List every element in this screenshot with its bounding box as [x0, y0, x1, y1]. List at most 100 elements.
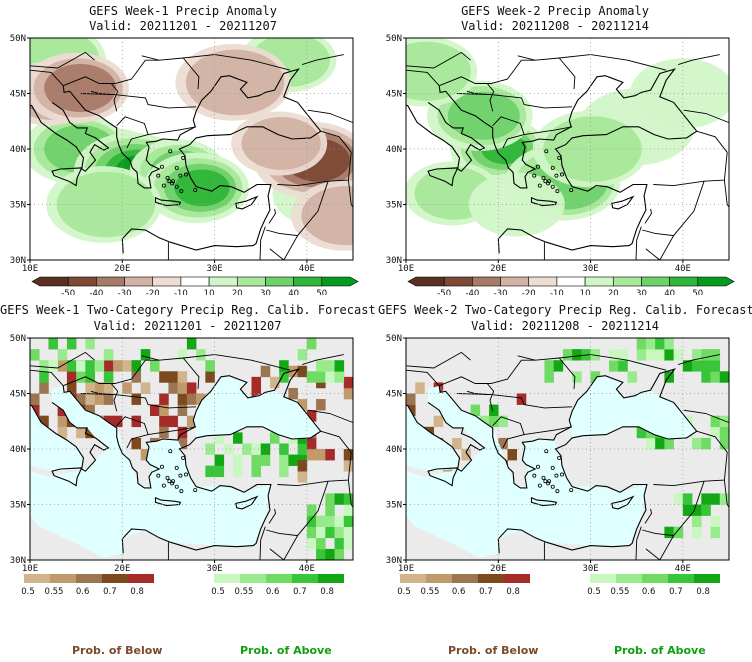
prob1-above-colorbar-label: 0.6 [266, 587, 280, 597]
prob1-below-colorbar-swatch [24, 574, 50, 583]
anom2-border [466, 90, 490, 96]
prob2-sea [406, 375, 697, 558]
prob1-cell [251, 376, 262, 389]
prob1-border [182, 357, 200, 390]
prob1-cell [177, 371, 188, 383]
prob2-island [557, 455, 562, 460]
prob2-island [550, 484, 555, 489]
prob1-cell [85, 393, 95, 405]
prob2-cell [544, 371, 554, 383]
prob2-below-colorbar-label: 0.6 [452, 587, 466, 597]
anom1-border [30, 69, 64, 87]
prob1-coast [154, 496, 182, 507]
prob2-cell [470, 404, 481, 416]
prob1-cell [325, 504, 335, 516]
anom1-colorbar-label: 10 [204, 289, 215, 295]
prob1-above-colorbar-label: 0.55 [235, 587, 254, 597]
anom1-xtick-label: 10E [22, 264, 38, 274]
prob1-cell [140, 382, 151, 394]
prob2-cell [636, 426, 647, 439]
prob1-cell [131, 371, 142, 383]
anom1-coast [235, 195, 259, 210]
panel4-subtitle: Valid: 20211208 - 20211214 [471, 319, 659, 333]
prob2-cell [452, 437, 462, 450]
anom2-border [644, 208, 652, 224]
anom1-coast [51, 167, 83, 187]
anom1-xtick-label: 30E [206, 264, 222, 274]
anom2-border [439, 59, 536, 87]
prob2-cell [692, 515, 702, 527]
prob2-cell [489, 404, 499, 416]
prob1-above-colorbar-swatch [240, 574, 266, 583]
prob2-cell [645, 437, 656, 450]
prob2-above-colorbar-swatch [642, 574, 668, 583]
prob1-cell [306, 371, 317, 383]
prob1-cell [85, 371, 95, 383]
prob1-cell [186, 338, 197, 350]
prob1-cell [57, 426, 68, 439]
prob2-cell [673, 349, 684, 361]
anom1-anomaly-contour [241, 117, 321, 170]
prob1-cell [149, 404, 160, 416]
prob1-cell [177, 437, 188, 450]
below-legend-label-2: Prob. of Below [448, 644, 539, 657]
prob1-coast [62, 368, 322, 554]
prob1-cell [251, 454, 262, 466]
prob1-cell [316, 399, 326, 411]
prob1-cell [316, 548, 326, 560]
prob2-cell [701, 360, 711, 372]
prob2-cell [618, 349, 628, 361]
prob1-cell [279, 371, 289, 383]
anom1-island [174, 184, 179, 189]
prob1-cell [39, 371, 49, 383]
prob1-cell [103, 415, 114, 428]
prob2-island [532, 473, 537, 478]
prob1-cell [48, 338, 58, 350]
prob1-cell [316, 537, 326, 550]
prob1-cell [122, 360, 132, 372]
prob1-cell [168, 382, 178, 394]
anom2-colorbar-swatch [528, 276, 558, 287]
prob1-cell [288, 454, 298, 466]
anom2-island [537, 183, 542, 188]
panel4-title: GEFS Week-2 Two-Category Precip Reg. Cal… [378, 303, 752, 317]
prob2-coastlines [406, 351, 729, 560]
prob2-cell [655, 349, 665, 361]
anom1-colorbar-swatch [293, 276, 323, 287]
prob2-below-colorbar: 0.5 0.55 0.6 0.7 0.8 [397, 574, 530, 597]
prob1-border [141, 354, 291, 371]
prob1-cell [103, 382, 114, 394]
prob1-cell [316, 360, 326, 372]
anom2-colorbar: -50 -40 -30 -20 -10 10 20 30 40 50 [407, 276, 735, 295]
prob1-cell [140, 349, 151, 361]
anom1-colorbar-label: -40 [89, 289, 103, 295]
prob1-above-colorbar-label: 0.7 [293, 587, 307, 597]
prob2-cell [710, 526, 721, 539]
prob1-cell [39, 382, 49, 394]
anom2-anomaly-contour [543, 116, 642, 182]
prob2-cell [692, 526, 702, 539]
prob1-sea [30, 375, 321, 558]
prob1-island [165, 475, 170, 480]
prob1-cell [177, 393, 188, 405]
prob1-above-colorbar: 0.5 0.55 0.6 0.7 0.8 [211, 574, 344, 597]
prob1-island [167, 479, 172, 484]
prob2-below-colorbar-swatch [400, 574, 426, 583]
prob1-cell [316, 515, 326, 527]
prob1-island [181, 455, 186, 460]
prob1-cell [269, 432, 280, 444]
prob1-cell [334, 371, 345, 383]
prob1-island [156, 473, 161, 478]
anom2-colorbar-swatch [472, 276, 501, 287]
anom2-xtick-label: 40E [675, 264, 691, 274]
prob2-above-colorbar-swatch [668, 574, 694, 583]
prob1-cell [279, 454, 289, 466]
prob1-cell [325, 360, 335, 372]
prob2-border [635, 526, 642, 560]
anom2-colorbar-label: -30 [494, 289, 508, 295]
prob1-cell [103, 371, 114, 383]
anom1-island [171, 179, 176, 184]
prob2-cell [682, 504, 693, 516]
prob1-cell [334, 360, 345, 372]
